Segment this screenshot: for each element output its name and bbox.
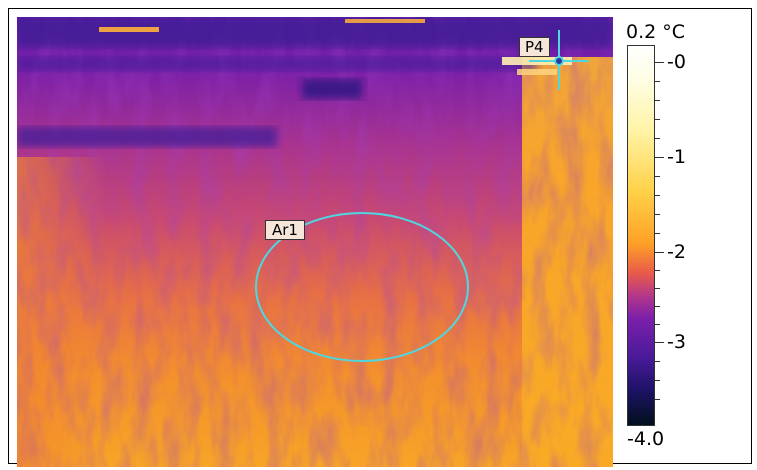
point-marker-label[interactable]: P4 [519, 37, 550, 57]
scale-minor-tick [655, 270, 660, 271]
scale-tick [655, 252, 664, 253]
scale-tick-label: -0 [667, 51, 686, 73]
scale-min-label: -4.0 [627, 428, 665, 450]
scale-tick-label: -1 [667, 146, 686, 168]
scale-minor-tick [655, 361, 660, 362]
scale-minor-tick [655, 195, 660, 196]
scale-tick [655, 62, 664, 63]
scale-tick-label: -3 [667, 331, 686, 353]
scale-minor-tick [655, 324, 660, 325]
scale-minor-tick [655, 176, 660, 177]
scale-minor-tick [655, 380, 660, 381]
scale-minor-tick [655, 306, 660, 307]
scale-minor-tick [655, 119, 660, 120]
thermal-image [17, 17, 613, 467]
scale-minor-tick [655, 214, 660, 215]
scale-tick-label: -2 [667, 241, 686, 263]
scale-minor-tick [655, 100, 660, 101]
color-scale-bar [627, 45, 655, 426]
scale-minor-tick [655, 138, 660, 139]
scale-tick [655, 157, 664, 158]
scale-minor-tick [655, 399, 660, 400]
scale-minor-tick [655, 288, 660, 289]
scale-minor-tick [655, 81, 660, 82]
crosshair-icon[interactable] [529, 30, 589, 90]
scale-max-label: 0.2 °C [626, 21, 686, 43]
area-marker-label[interactable]: Ar1 [265, 220, 305, 240]
scale-minor-tick [655, 233, 660, 234]
area-ellipse[interactable] [255, 212, 469, 362]
scale-tick [655, 342, 664, 343]
